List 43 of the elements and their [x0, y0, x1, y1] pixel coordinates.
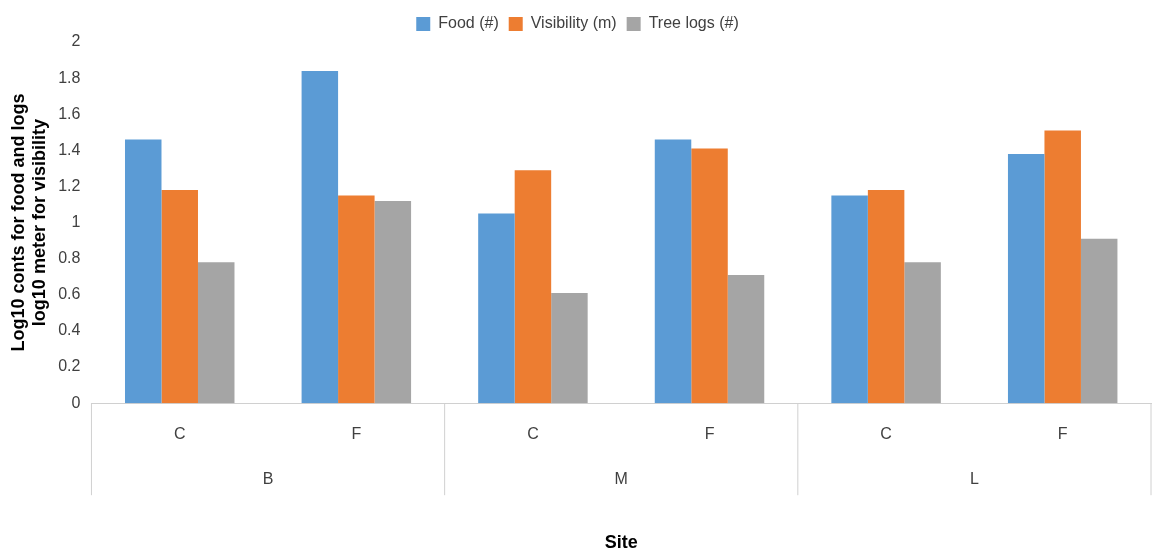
y-tick-label: 1 — [71, 213, 81, 231]
y-tick-label: 0 — [71, 393, 81, 411]
bar — [1044, 130, 1081, 404]
bar — [161, 190, 198, 404]
bar — [551, 293, 588, 404]
x-tick-label: F — [704, 425, 715, 443]
bar — [514, 170, 552, 404]
bar — [374, 200, 412, 404]
y-axis-title: Log10 conts for food and logs log10 meter for visibility — [7, 93, 50, 352]
y-tick-label: 1.4 — [58, 140, 81, 158]
text: M — [614, 469, 628, 487]
bar — [1007, 153, 1045, 404]
y-tick-label: 0.4 — [58, 321, 81, 339]
bar — [831, 195, 868, 404]
y-tick-label: 2 — [71, 32, 81, 50]
y-tick-label: 1.6 — [58, 104, 81, 122]
legend-label: Visibility (m) — [530, 14, 617, 32]
bar — [654, 139, 692, 404]
bar — [301, 70, 339, 404]
x-tick-label: C — [880, 425, 892, 443]
bar — [867, 190, 905, 404]
bar — [691, 148, 728, 404]
x-tick-label: C — [527, 425, 539, 443]
y-tick-label: 1.8 — [58, 68, 81, 86]
text: B — [262, 469, 274, 487]
bar — [904, 262, 941, 404]
x-axis-title: Site — [604, 532, 638, 553]
y-tick-label: 0.6 — [58, 285, 81, 303]
y-tick-label: 0.2 — [58, 357, 81, 375]
text: L — [969, 469, 979, 487]
bar — [478, 213, 515, 404]
x-tick-label: F — [351, 425, 362, 443]
x-tick-label: F — [1057, 425, 1068, 443]
bar — [197, 262, 235, 404]
bar — [338, 195, 375, 404]
y-tick-label: 0.8 — [58, 249, 81, 267]
y-tick-label: 1.2 — [58, 176, 81, 194]
bar — [125, 139, 162, 404]
bar — [1080, 238, 1118, 404]
x-tick-label: C — [173, 425, 186, 443]
legend-label: Food (#) — [438, 14, 499, 32]
legend-label: Tree logs (#) — [648, 14, 739, 32]
bar — [727, 274, 765, 404]
